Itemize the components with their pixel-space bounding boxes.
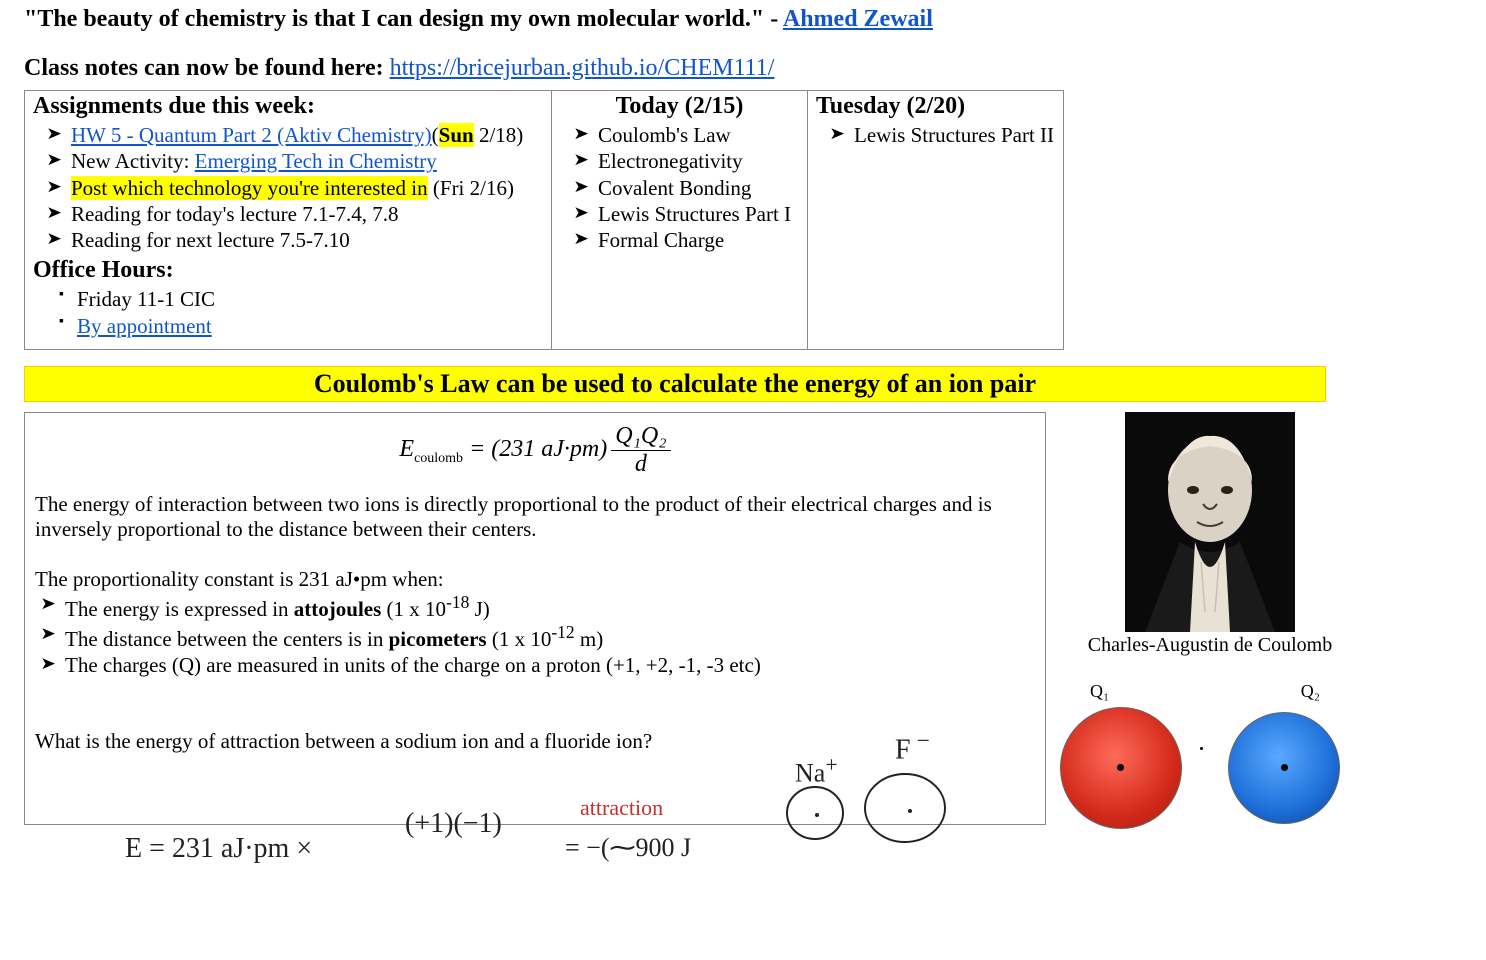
- list-item: Friday 11-1 CIC: [59, 286, 543, 312]
- list-item: HW 5 - Quantum Part 2 (Aktiv Chemistry)(…: [47, 122, 543, 148]
- coulomb-formula: Ecoulomb = (231 aJ·pm)Q₁Q₂d: [35, 423, 1035, 478]
- quote-author-link[interactable]: Ahmed Zewail: [783, 6, 933, 32]
- assignments-heading: Assignments due this week:: [33, 93, 543, 120]
- assignments-list: HW 5 - Quantum Part 2 (Aktiv Chemistry)(…: [47, 122, 543, 253]
- ion-diagram: Q₁ Q₂: [1060, 687, 1340, 837]
- main-column: Ecoulomb = (231 aJ·pm)Q₁Q₂d The energy o…: [24, 412, 1046, 825]
- today-heading: Today (2/15): [560, 93, 799, 120]
- list-item: By appointment: [59, 313, 543, 339]
- tuesday-list: Lewis Structures Part II: [830, 122, 1055, 148]
- due-highlight: Sun: [439, 123, 474, 147]
- example-question: What is the energy of attraction between…: [35, 729, 1035, 754]
- quote-line: "The beauty of chemistry is that I can d…: [24, 6, 1462, 33]
- activity-link[interactable]: Emerging Tech in Chemistry: [195, 149, 437, 173]
- list-item: Formal Charge: [574, 227, 799, 253]
- coulomb-portrait: [1125, 412, 1295, 632]
- office-hours-list: Friday 11-1 CIC By appointment: [59, 286, 543, 339]
- list-item: The charges (Q) are measured in units of…: [41, 652, 1035, 678]
- conditions-list: The energy is expressed in attojoules (1…: [41, 592, 1035, 679]
- hand-eq-left: E = 231 aJ·pm ×: [125, 833, 312, 865]
- list-item: The energy is expressed in attojoules (1…: [41, 592, 1035, 622]
- portrait-icon: [1125, 412, 1295, 632]
- ion-center-dot: [1117, 764, 1124, 771]
- notes-url-link[interactable]: https://bricejurban.github.io/CHEM111/: [390, 55, 775, 81]
- assignments-cell: Assignments due this week: HW 5 - Quantu…: [25, 91, 552, 350]
- list-item: Reading for next lecture 7.5-7.10: [47, 227, 543, 253]
- list-item: Reading for today's lecture 7.1-7.4, 7.8: [47, 201, 543, 227]
- list-item: Coulomb's Law: [574, 122, 799, 148]
- notes-line: Class notes can now be found here: https…: [24, 55, 1462, 82]
- list-item: Covalent Bonding: [574, 175, 799, 201]
- quote-dash: -: [764, 6, 783, 32]
- list-item: Lewis Structures Part II: [830, 122, 1055, 148]
- content-row: Ecoulomb = (231 aJ·pm)Q₁Q₂d The energy o…: [24, 412, 1462, 837]
- hand-eq-right: = −(⁓900 J: [565, 833, 691, 863]
- schedule-table: Assignments due this week: HW 5 - Quantu…: [24, 90, 1064, 350]
- list-item: Lewis Structures Part I: [574, 201, 799, 227]
- list-item: New Activity: Emerging Tech in Chemistry: [47, 148, 543, 174]
- ion-small-dot: [1200, 747, 1203, 750]
- post-tech-highlight: Post which technology you're interested …: [71, 176, 428, 200]
- hand-f: F−: [895, 728, 930, 766]
- hand-ion-circles: [765, 773, 965, 843]
- office-hours-heading: Office Hours:: [33, 257, 543, 284]
- hw5-link[interactable]: HW 5 - Quantum Part 2 (Aktiv Chemistry): [71, 123, 432, 147]
- list-item: Electronegativity: [574, 148, 799, 174]
- hand-frac-top: (+1)(−1): [405, 808, 502, 840]
- today-list: Coulomb's Law Electronegativity Covalent…: [574, 122, 799, 253]
- paragraph-2-lead: The proportionality constant is 231 aJ•p…: [35, 567, 1035, 592]
- list-item: The distance between the centers is in p…: [41, 622, 1035, 652]
- appointment-link[interactable]: By appointment: [77, 314, 212, 338]
- notes-label: Class notes can now be found here:: [24, 55, 390, 81]
- tuesday-cell: Tuesday (2/20) Lewis Structures Part II: [808, 91, 1064, 350]
- tuesday-heading: Tuesday (2/20): [816, 93, 1055, 120]
- q1-label: Q₁: [1090, 681, 1109, 702]
- topic-bar: Coulomb's Law can be used to calculate t…: [24, 366, 1326, 402]
- paragraph-1: The energy of interaction between two io…: [35, 492, 1035, 542]
- hand-attraction: attraction: [580, 795, 663, 821]
- portrait-caption: Charles-Augustin de Coulomb: [1060, 634, 1360, 657]
- quote-text: "The beauty of chemistry is that I can d…: [24, 6, 764, 32]
- today-cell: Today (2/15) Coulomb's Law Electronegati…: [552, 91, 808, 350]
- ion-center-dot: [1281, 764, 1288, 771]
- side-column: Charles-Augustin de Coulomb Q₁ Q₂: [1046, 412, 1360, 837]
- list-item: Post which technology you're interested …: [47, 175, 543, 201]
- q2-label: Q₂: [1301, 681, 1320, 702]
